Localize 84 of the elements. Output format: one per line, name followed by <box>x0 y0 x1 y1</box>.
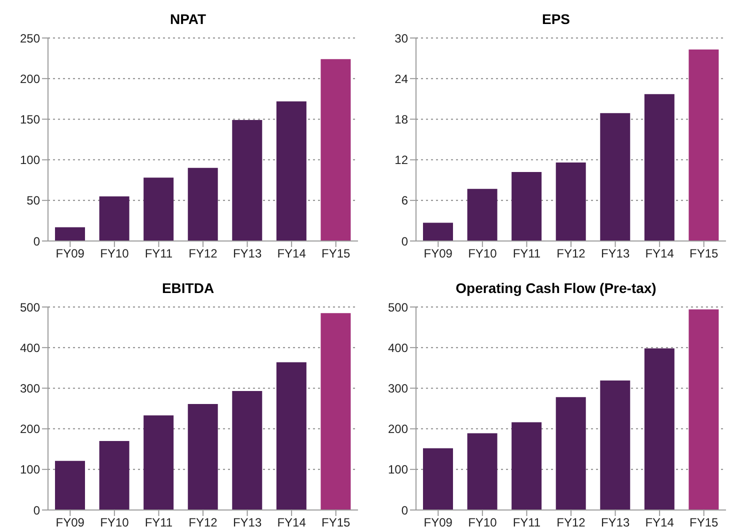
bar <box>232 391 262 510</box>
y-tick-label: 400 <box>20 340 40 355</box>
bar <box>55 227 85 241</box>
x-tick-label: FY11 <box>144 516 173 530</box>
x-tick-label: FY09 <box>56 246 85 261</box>
bar <box>99 196 130 241</box>
bar <box>512 172 542 241</box>
y-tick-label: 200 <box>388 422 408 436</box>
x-tick-label: FY15 <box>690 246 719 261</box>
y-tick-label: 250 <box>20 31 40 46</box>
bar <box>232 120 262 241</box>
bar <box>320 313 351 510</box>
bar <box>423 448 453 510</box>
bar <box>644 348 674 510</box>
bar <box>320 59 351 241</box>
bar <box>688 309 719 510</box>
bar <box>55 460 85 510</box>
x-tick-label: FY13 <box>600 516 630 530</box>
x-tick-label: FY09 <box>424 516 453 530</box>
bar <box>467 433 498 510</box>
y-tick-label: 150 <box>20 112 40 126</box>
x-tick-label: FY13 <box>232 246 262 261</box>
x-tick-label: FY15 <box>690 516 719 530</box>
x-tick-label: FY09 <box>424 246 453 261</box>
x-tick-label: FY14 <box>645 246 674 261</box>
bar <box>276 101 306 241</box>
bar <box>423 222 453 241</box>
bar <box>688 50 719 241</box>
y-tick-label: 100 <box>388 462 408 477</box>
x-tick-label: FY10 <box>100 246 130 261</box>
bar <box>600 380 630 510</box>
x-tick-label: FY12 <box>556 246 586 261</box>
y-tick-label: 50 <box>26 194 40 208</box>
bar <box>467 188 498 241</box>
bar <box>600 113 630 241</box>
x-tick-label: FY13 <box>600 246 630 261</box>
x-tick-label: FY14 <box>277 516 306 530</box>
bar <box>144 415 174 510</box>
bar <box>276 362 306 510</box>
y-tick-label: 100 <box>20 462 40 477</box>
bar <box>556 397 586 510</box>
x-tick-label: FY11 <box>512 516 541 530</box>
x-tick-label: FY10 <box>100 516 130 530</box>
x-tick-label: FY14 <box>645 516 674 530</box>
y-tick-label: 500 <box>20 300 40 314</box>
x-tick-label: FY15 <box>322 246 351 261</box>
x-tick-label: FY13 <box>232 516 262 530</box>
chart-title: NPAT <box>168 10 208 29</box>
x-tick-label: FY14 <box>277 246 306 261</box>
bar <box>188 168 218 241</box>
x-tick-label: FY12 <box>556 516 586 530</box>
y-tick-label: 0 <box>401 503 408 518</box>
y-tick-label: 300 <box>388 381 408 396</box>
x-tick-label: FY12 <box>188 516 218 530</box>
bar <box>512 422 542 510</box>
x-tick-label: FY12 <box>188 246 218 261</box>
y-tick-label: 0 <box>33 234 40 248</box>
x-tick-label: FY15 <box>322 516 351 530</box>
bar <box>144 178 174 241</box>
y-tick-label: 24 <box>394 72 408 86</box>
chart-title: Operating Cash Flow (Pre-tax) <box>454 279 658 298</box>
x-tick-label: FY11 <box>144 246 173 261</box>
y-tick-label: 12 <box>394 153 408 168</box>
x-tick-label: FY11 <box>512 246 541 261</box>
bar <box>644 94 674 241</box>
y-tick-label: 18 <box>394 112 408 126</box>
y-tick-label: 200 <box>20 72 40 86</box>
chart-title: EPS <box>540 10 571 29</box>
y-tick-label: 100 <box>20 153 40 168</box>
x-tick-label: FY10 <box>468 516 498 530</box>
chart-title: EBITDA <box>160 279 216 298</box>
bar <box>188 404 218 510</box>
y-tick-label: 0 <box>33 503 40 518</box>
y-tick-label: 300 <box>20 381 40 396</box>
bar <box>556 162 586 241</box>
y-tick-label: 6 <box>401 194 408 208</box>
bar <box>99 440 130 510</box>
y-tick-label: 200 <box>20 422 40 436</box>
x-tick-label: FY10 <box>468 246 498 261</box>
y-tick-label: 30 <box>394 31 408 46</box>
y-tick-label: 0 <box>401 234 408 248</box>
x-tick-label: FY09 <box>56 516 85 530</box>
y-tick-label: 400 <box>388 340 408 355</box>
y-tick-label: 500 <box>388 300 408 314</box>
